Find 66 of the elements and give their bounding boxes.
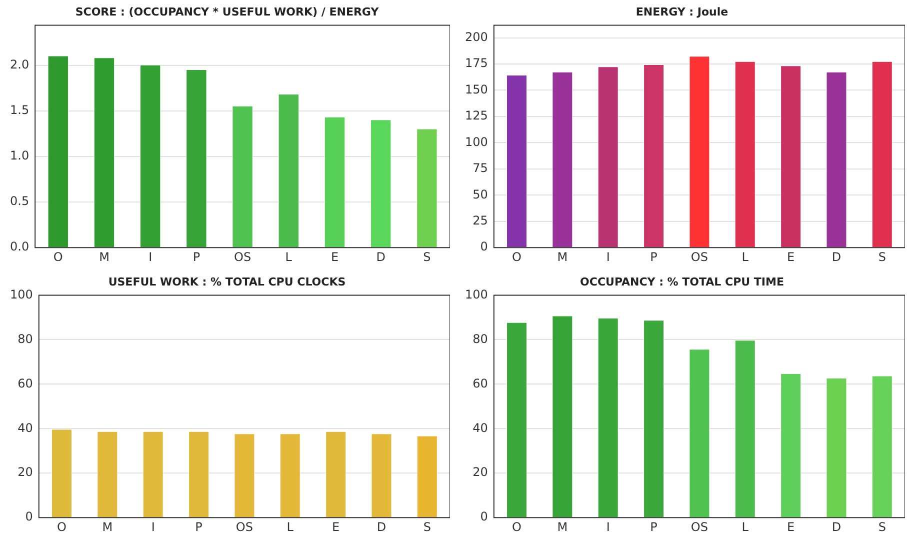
y-tick-label: 125 bbox=[465, 108, 488, 123]
y-tick-label: 80 bbox=[18, 332, 33, 346]
x-tick-label: I bbox=[606, 520, 610, 534]
x-tick-label: L bbox=[286, 520, 294, 534]
x-tick-label: O bbox=[512, 520, 522, 534]
y-tick-label: 100 bbox=[465, 134, 488, 149]
x-tick-label: M bbox=[99, 250, 110, 264]
chart-title: USEFUL WORK : % TOTAL CPU CLOCKS bbox=[108, 275, 346, 288]
x-tick-label: P bbox=[650, 250, 658, 264]
y-tick-label: 20 bbox=[472, 465, 488, 480]
y-tick-label: 0.0 bbox=[10, 240, 30, 254]
x-tick-label: M bbox=[557, 250, 568, 264]
x-tick-label: M bbox=[102, 520, 113, 534]
y-tick-label: 200 bbox=[465, 30, 488, 44]
x-tick-label: E bbox=[787, 520, 795, 534]
y-tick-label: 1.5 bbox=[10, 103, 30, 118]
y-tick-label: 1.0 bbox=[10, 148, 30, 163]
y-tick-label: 100 bbox=[465, 287, 488, 302]
x-tick-label: D bbox=[832, 520, 842, 534]
y-tick-label: 0 bbox=[480, 510, 488, 524]
x-tick-label: OS bbox=[234, 250, 252, 264]
x-tick-label: L bbox=[742, 520, 749, 534]
y-tick-label: 100 bbox=[10, 287, 33, 302]
y-tick-label: 0.5 bbox=[10, 194, 30, 208]
y-tick-label: 40 bbox=[18, 420, 33, 435]
x-tick-label: O bbox=[57, 520, 66, 534]
x-tick-label: OS bbox=[236, 520, 253, 534]
y-tick-label: 2.0 bbox=[10, 57, 30, 72]
x-tick-label: M bbox=[557, 520, 568, 534]
x-tick-label: D bbox=[376, 520, 386, 534]
x-tick-label: O bbox=[53, 250, 63, 264]
x-tick-label: L bbox=[285, 250, 292, 264]
x-tick-label: E bbox=[332, 520, 340, 534]
y-tick-label: 175 bbox=[465, 56, 488, 70]
x-tick-label: I bbox=[606, 250, 610, 264]
y-tick-label: 20 bbox=[18, 465, 33, 480]
y-tick-label: 0 bbox=[25, 510, 33, 524]
y-tick-label: 25 bbox=[472, 214, 488, 228]
x-tick-label: D bbox=[832, 250, 842, 264]
x-tick-label: P bbox=[192, 250, 200, 264]
y-tick-label: 80 bbox=[472, 332, 488, 346]
x-tick-label: P bbox=[650, 520, 658, 534]
y-tick-label: 75 bbox=[472, 161, 488, 176]
x-tick-label: OS bbox=[690, 520, 708, 534]
x-tick-label: I bbox=[148, 250, 152, 264]
x-tick-label: D bbox=[376, 250, 386, 264]
chart-title: OCCUPANCY : % TOTAL CPU TIME bbox=[580, 275, 784, 288]
x-tick-label: P bbox=[195, 520, 202, 534]
chart-title: SCORE : (OCCUPANCY * USEFUL WORK) / ENERGY bbox=[75, 5, 380, 18]
y-tick-label: 150 bbox=[465, 82, 488, 96]
x-tick-label: S bbox=[423, 250, 431, 264]
x-tick-label: S bbox=[878, 250, 886, 264]
x-tick-label: S bbox=[423, 520, 431, 534]
y-tick-label: 0 bbox=[480, 240, 488, 254]
x-tick-label: S bbox=[878, 520, 886, 534]
chart-title: ENERGY : Joule bbox=[636, 5, 728, 18]
y-tick-label: 60 bbox=[472, 376, 488, 390]
y-tick-label: 40 bbox=[472, 420, 488, 435]
y-tick-label: 60 bbox=[18, 376, 33, 390]
x-tick-label: O bbox=[512, 250, 522, 264]
x-tick-label: L bbox=[742, 250, 749, 264]
x-tick-label: E bbox=[787, 250, 795, 264]
x-tick-label: E bbox=[330, 250, 339, 264]
x-tick-label: OS bbox=[690, 250, 708, 264]
y-tick-label: 50 bbox=[472, 187, 488, 202]
x-tick-label: I bbox=[151, 520, 155, 534]
